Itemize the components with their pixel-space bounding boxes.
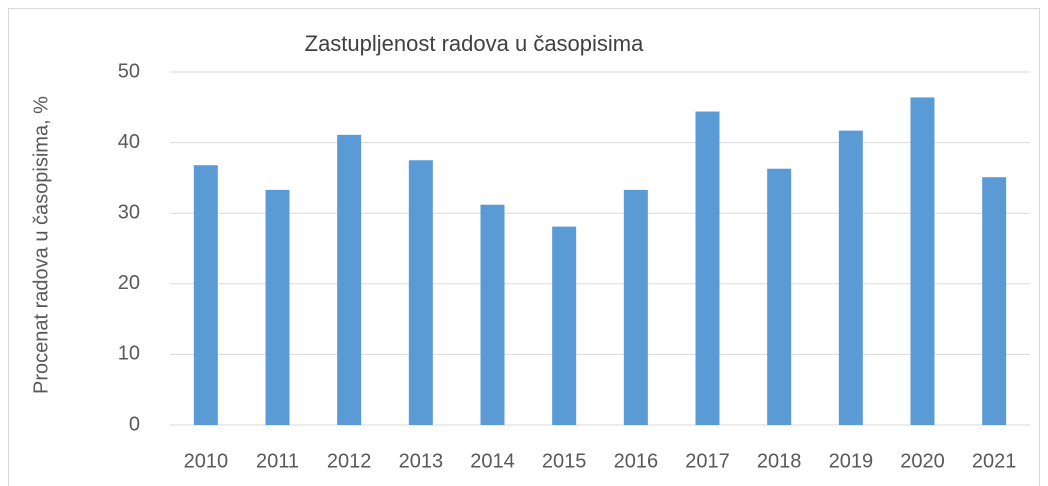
chart-title: Zastupljenost radova u časopisima (305, 31, 644, 56)
bar (982, 177, 1007, 425)
y-tick-label: 0 (129, 413, 140, 435)
x-tick-label: 2014 (470, 450, 515, 472)
bar (767, 168, 792, 426)
y-tick-label: 20 (118, 272, 140, 294)
x-tick-label: 2015 (542, 450, 587, 472)
y-axis-label: Procenat radova u časopisima, % (30, 96, 52, 394)
bar (408, 160, 433, 425)
x-tick-label: 2018 (757, 450, 802, 472)
x-tick-label: 2021 (972, 450, 1017, 472)
y-tick-label: 10 (118, 343, 140, 365)
x-tick-label: 2013 (399, 450, 444, 472)
chart-border (8, 8, 1040, 486)
bar (193, 165, 218, 425)
x-tick-label: 2016 (614, 450, 659, 472)
bar (910, 97, 935, 425)
bar (623, 189, 648, 425)
y-tick-label: 40 (118, 131, 140, 153)
bar (838, 130, 863, 425)
bar (695, 111, 720, 425)
y-tick-label: 50 (118, 60, 140, 82)
bar (552, 226, 577, 425)
x-tick-label: 2012 (327, 450, 372, 472)
x-tick-label: 2010 (184, 450, 229, 472)
x-tick-label: 2017 (685, 450, 730, 472)
bar (480, 204, 505, 425)
x-tick-label: 2011 (256, 450, 299, 472)
bar (265, 189, 290, 425)
x-tick-label: 2019 (829, 450, 874, 472)
x-tick-label: 2020 (900, 450, 945, 472)
bar (337, 134, 362, 426)
y-tick-label: 30 (118, 201, 140, 223)
